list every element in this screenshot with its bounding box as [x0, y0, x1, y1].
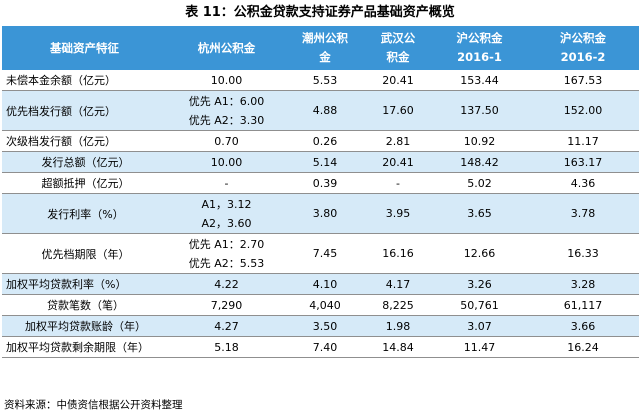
- table-row: 发行总额（亿元） 10.00 5.14 20.41 148.42 163.17: [2, 151, 639, 173]
- cell-shanghai-1: 5.02: [432, 172, 527, 194]
- row-label: 加权平均贷款利率（%）: [2, 273, 167, 295]
- header-feature: 基础资产特征: [2, 26, 167, 70]
- cell-shanghai-2: 3.66: [527, 315, 639, 337]
- cell-chaozhou: 4,040: [286, 294, 364, 316]
- cell-shanghai-2: 3.78: [527, 193, 639, 234]
- row-label: 加权平均贷款账龄（年）: [2, 315, 167, 337]
- cell-hangzhou: 4.22: [167, 273, 286, 295]
- cell-shanghai-1: 153.44: [432, 70, 527, 91]
- cell-shanghai-1: 11.47: [432, 336, 527, 358]
- cell-wuhan: 14.84: [364, 336, 432, 358]
- header-hangzhou: 杭州公积金: [167, 26, 286, 70]
- cell-wuhan: 20.41: [364, 70, 432, 91]
- table-row: 优先档发行额（亿元） 优先 A1：6.00 优先 A2：3.30 4.88 17.…: [2, 90, 639, 131]
- cell-hangzhou: -: [167, 172, 286, 194]
- table-row: 次级档发行额（亿元） 0.70 0.26 2.81 10.92 11.17: [2, 130, 639, 152]
- cell-hangzhou: 10.00: [167, 151, 286, 173]
- cell-chaozhou: 7.45: [286, 233, 364, 274]
- cell-shanghai-2: 4.36: [527, 172, 639, 194]
- cell-shanghai-2: 16.33: [527, 233, 639, 274]
- cell-chaozhou: 0.39: [286, 172, 364, 194]
- cell-hangzhou: 5.18: [167, 336, 286, 358]
- cell-shanghai-2: 3.28: [527, 273, 639, 295]
- cell-shanghai-1: 148.42: [432, 151, 527, 173]
- row-label: 贷款笔数（笔）: [2, 294, 167, 316]
- cell-wuhan: 17.60: [364, 90, 432, 131]
- cell-hangzhou: 优先 A1：6.00 优先 A2：3.30: [167, 90, 286, 131]
- cell-shanghai-1: 3.65: [432, 193, 527, 234]
- table-row: 贷款笔数（笔） 7,290 4,040 8,225 50,761 61,117: [2, 294, 639, 316]
- cell-shanghai-1: 50,761: [432, 294, 527, 316]
- cell-wuhan: 4.17: [364, 273, 432, 295]
- cell-shanghai-2: 16.24: [527, 336, 639, 358]
- cell-hangzhou: 优先 A1：2.70 优先 A2：5.53: [167, 233, 286, 274]
- header-shanghai-2016-2: 沪公积金 2016-2: [527, 26, 639, 70]
- cell-hangzhou: 7,290: [167, 294, 286, 316]
- cell-wuhan: 1.98: [364, 315, 432, 337]
- table-title: 表 11：公积金贷款支持证券产品基础资产概览: [185, 5, 455, 20]
- row-label: 发行利率（%）: [2, 193, 167, 234]
- table-row: 加权平均贷款账龄（年） 4.27 3.50 1.98 3.07 3.66: [2, 315, 639, 337]
- cell-chaozhou: 5.14: [286, 151, 364, 173]
- row-label: 超额抵押（亿元）: [2, 172, 167, 194]
- cell-shanghai-2: 61,117: [527, 294, 639, 316]
- header-row: 基础资产特征 杭州公积金 潮州公积金 武汉公 积金 沪公积金 2016-1 沪公积金…: [2, 26, 639, 70]
- cell-chaozhou: 5.53: [286, 70, 364, 91]
- cell-wuhan: 2.81: [364, 130, 432, 152]
- source-note: 资料来源：中债资信根据公开资料整理: [4, 399, 183, 411]
- row-label: 发行总额（亿元）: [2, 151, 167, 173]
- cell-shanghai-2: 11.17: [527, 130, 639, 152]
- cell-shanghai-1: 3.07: [432, 315, 527, 337]
- cell-chaozhou: 7.40: [286, 336, 364, 358]
- cell-shanghai-1: 12.66: [432, 233, 527, 274]
- cell-wuhan: 8,225: [364, 294, 432, 316]
- table-row: 加权平均贷款剩余期限（年） 5.18 7.40 14.84 11.47 16.2…: [2, 336, 639, 358]
- cell-shanghai-1: 137.50: [432, 90, 527, 131]
- cell-chaozhou: 0.26: [286, 130, 364, 152]
- table-row: 优先档期限（年） 优先 A1：2.70 优先 A2：5.53 7.45 16.16…: [2, 233, 639, 274]
- cell-chaozhou: 4.88: [286, 90, 364, 131]
- cell-wuhan: 16.16: [364, 233, 432, 274]
- cell-chaozhou: 3.80: [286, 193, 364, 234]
- cell-shanghai-2: 167.53: [527, 70, 639, 91]
- asset-overview-table: 基础资产特征 杭州公积金 潮州公积金 武汉公 积金 沪公积金 2016-1 沪公积金…: [2, 26, 639, 358]
- cell-shanghai-2: 152.00: [527, 90, 639, 131]
- table-row: 超额抵押（亿元） - 0.39 - 5.02 4.36: [2, 172, 639, 194]
- row-label: 次级档发行额（亿元）: [2, 130, 167, 152]
- header-wuhan: 武汉公 积金: [364, 26, 432, 70]
- table-row: 加权平均贷款利率（%） 4.22 4.10 4.17 3.26 3.28: [2, 273, 639, 295]
- cell-shanghai-2: 163.17: [527, 151, 639, 173]
- cell-shanghai-1: 10.92: [432, 130, 527, 152]
- cell-wuhan: 20.41: [364, 151, 432, 173]
- cell-wuhan: -: [364, 172, 432, 194]
- row-label: 优先档期限（年）: [2, 233, 167, 274]
- row-label: 优先档发行额（亿元）: [2, 90, 167, 131]
- table-row: 未偿本金余额（亿元） 10.00 5.53 20.41 153.44 167.5…: [2, 70, 639, 91]
- header-shanghai-2016-1: 沪公积金 2016-1: [432, 26, 527, 70]
- cell-hangzhou: 0.70: [167, 130, 286, 152]
- cell-hangzhou: 4.27: [167, 315, 286, 337]
- cell-hangzhou: 10.00: [167, 70, 286, 91]
- header-chaozhou: 潮州公积金: [286, 26, 364, 70]
- cell-wuhan: 3.95: [364, 193, 432, 234]
- cell-hangzhou: A1，3.12 A2，3.60: [167, 193, 286, 234]
- cell-chaozhou: 4.10: [286, 273, 364, 295]
- cell-chaozhou: 3.50: [286, 315, 364, 337]
- row-label: 加权平均贷款剩余期限（年）: [2, 336, 167, 358]
- row-label: 未偿本金余额（亿元）: [2, 70, 167, 91]
- cell-shanghai-1: 3.26: [432, 273, 527, 295]
- table-row: 发行利率（%） A1，3.12 A2，3.60 3.80 3.95 3.65 3.…: [2, 193, 639, 234]
